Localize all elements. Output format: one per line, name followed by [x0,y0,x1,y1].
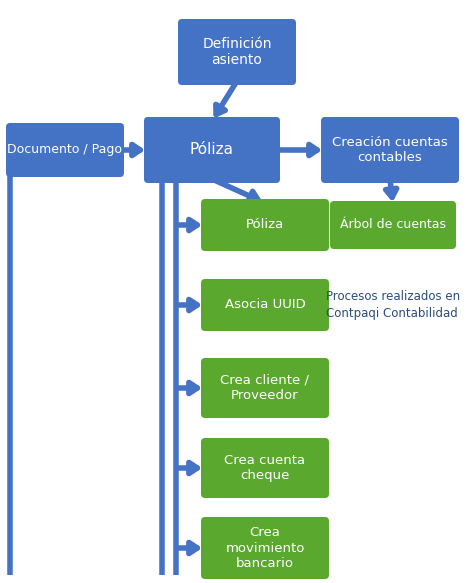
FancyBboxPatch shape [330,201,456,249]
Text: Crea cliente /
Proveedor: Crea cliente / Proveedor [220,374,310,402]
Text: Póliza: Póliza [190,142,234,157]
Text: Documento / Pago: Documento / Pago [8,143,122,156]
FancyBboxPatch shape [178,19,296,85]
Text: Definición
asiento: Definición asiento [202,37,272,68]
Text: Póliza: Póliza [246,219,284,231]
Text: Procesos realizados en
Contpaqi Contabilidad: Procesos realizados en Contpaqi Contabil… [326,290,460,321]
FancyBboxPatch shape [201,279,329,331]
Text: Creación cuentas
contables: Creación cuentas contables [332,136,448,164]
Text: Crea cuenta
cheque: Crea cuenta cheque [224,454,306,482]
FancyBboxPatch shape [201,438,329,498]
Text: Árbol de cuentas: Árbol de cuentas [340,219,446,231]
Text: Crea
movimiento
bancario: Crea movimiento bancario [225,526,305,570]
FancyBboxPatch shape [321,117,459,183]
Text: Asocia UUID: Asocia UUID [225,298,305,311]
FancyBboxPatch shape [201,358,329,418]
FancyBboxPatch shape [201,199,329,251]
FancyBboxPatch shape [144,117,280,183]
FancyBboxPatch shape [201,517,329,579]
FancyBboxPatch shape [6,123,124,177]
